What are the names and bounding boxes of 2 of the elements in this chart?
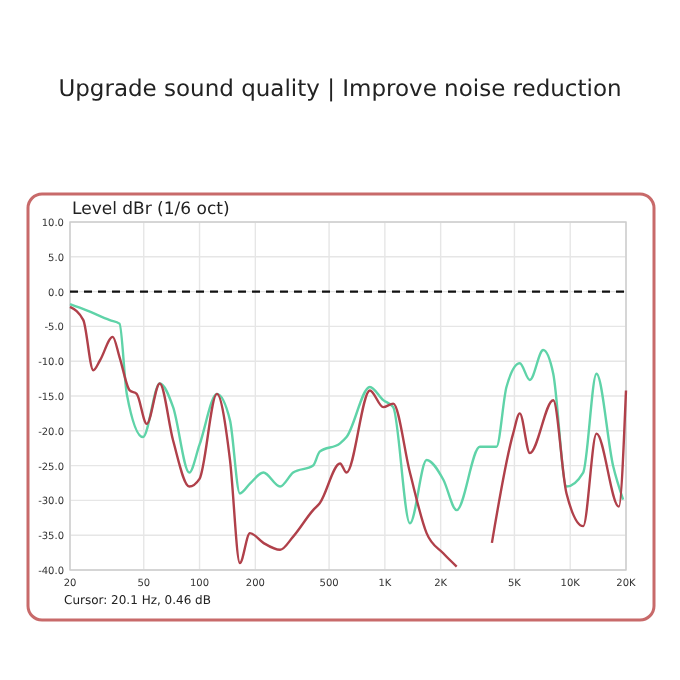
chart-title: Upgrade sound quality | Improve noise reduction	[58, 74, 622, 102]
chart-subtitle: Level dBr (1/6 oct)	[72, 200, 230, 220]
